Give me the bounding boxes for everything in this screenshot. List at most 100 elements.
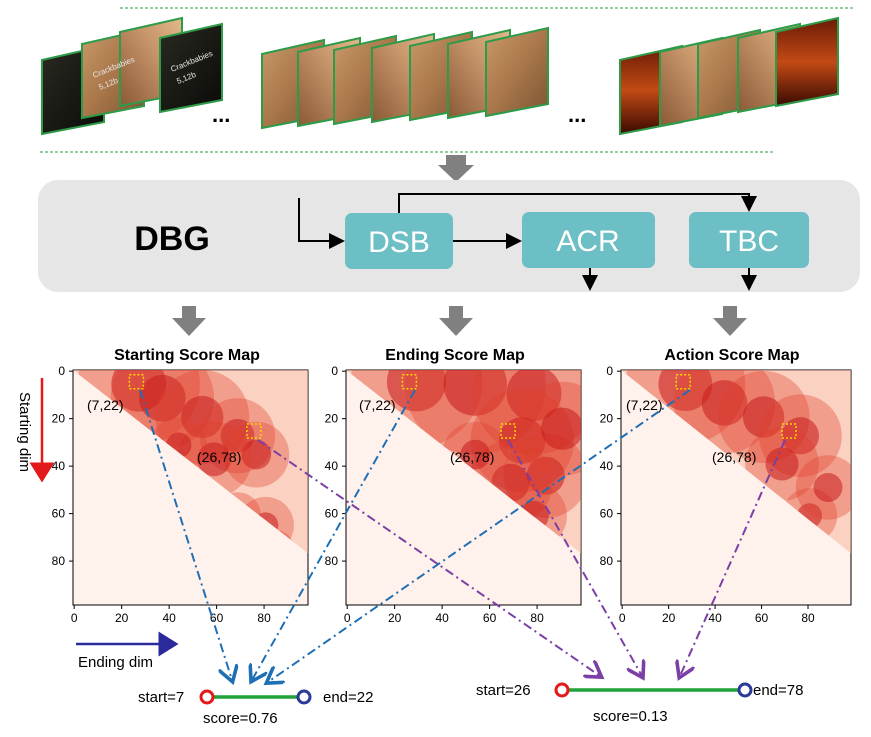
map1-point-b-label: (26,78) [197,449,241,465]
x-tick-label: 60 [755,611,769,625]
heat-core [765,447,799,481]
frames-group-intro [41,16,223,136]
x-tick-label: 80 [530,611,544,625]
x-tick-label: 20 [662,611,676,625]
dashdot-connector [507,439,642,676]
x-tick-label: 20 [388,611,402,625]
frames-ellipsis-1: ... [212,102,230,127]
result-2-start-label: start=26 [476,682,531,699]
block-acr-label: ACR [556,225,619,258]
block-dsb [345,213,453,269]
x-tick-label: 60 [483,611,497,625]
map3-point-b-label: (26,78) [712,449,756,465]
x-tick-label: 40 [162,611,176,625]
y-tick-label: 60 [325,507,339,521]
y-tick-label: 60 [52,507,66,521]
highlight-point-b [781,423,797,439]
score-map-starting: 0 0 20 20 40 40 60 60 80 80 [52,364,309,625]
result-1-start-label: start=7 [138,689,184,706]
input-arrow [298,198,345,249]
frames-ellipsis-2: ... [568,102,586,127]
dashdot-connector [139,389,232,680]
x-tick-label: 40 [435,611,449,625]
result-1-start-marker [199,689,215,705]
result-1-end-label: end=22 [323,689,373,706]
result-1: start=7 end=22 score=0.76 [138,689,373,727]
heat-core [197,442,231,477]
y-tick-label: 40 [325,459,339,473]
map-title-starting: Starting Score Map [114,347,260,364]
down-arrow-into-module [438,155,474,182]
dsb-to-tbc-arrow [398,193,757,213]
highlight-point-a [675,373,691,390]
video-frame [485,26,549,118]
x-tick-label: 80 [801,611,815,625]
frames-group-climbing [261,26,549,130]
result-2-end-marker [737,682,753,698]
heat-core [241,439,272,470]
heat-core [526,456,565,495]
y-tick-label: 40 [600,459,614,473]
result-1-score-label: score=0.76 [203,710,278,727]
y-tick-label: 0 [58,364,65,378]
ending-dim-label: Ending dim [78,654,153,671]
heat-core [658,370,713,412]
connector-lines [139,389,786,682]
starting-dim-label: Starting dim [16,392,33,472]
heat-core [181,395,224,439]
map3-point-a-label: (7,22) [626,397,663,413]
highlight-point-a [128,373,145,390]
heat-core [506,370,562,421]
y-tick-label: 20 [600,412,614,426]
dashdot-connector [252,389,416,680]
map-title-action: Action Score Map [664,347,799,364]
result-2-end-label: end=78 [753,682,803,699]
dashdot-connector [257,439,600,676]
heat-core [139,374,186,422]
x-tick-label: 80 [257,611,271,625]
map-title-ending: Ending Score Map [385,347,525,364]
module-name: DBG [134,220,210,258]
score-map-ending: 0 0 20 20 40 40 60 60 80 80 [325,364,582,625]
y-tick-label: 20 [325,412,339,426]
down-arrow-starting-map [172,306,206,336]
x-tick-label: 20 [115,611,129,625]
y-tick-label: 20 [52,412,66,426]
block-tbc [689,212,809,268]
heat-core [443,370,507,416]
heat-core [742,396,785,438]
heat-core [541,407,581,450]
y-tick-label: 0 [331,364,338,378]
y-tick-label: 80 [325,554,339,568]
video-frame [159,22,223,114]
x-tick-label: 0 [619,611,626,625]
heat-core [498,417,546,464]
x-tick-label: 40 [708,611,722,625]
block-acr [522,212,655,268]
x-tick-label: 60 [210,611,224,625]
y-tick-label: 40 [52,459,66,473]
y-tick-label: 60 [600,507,614,521]
frames-group-outro [619,16,839,136]
video-frame [775,16,839,108]
highlight-point-b [246,423,262,439]
result-1-end-marker [296,689,312,705]
heat-core [701,380,748,426]
x-tick-label: 0 [71,611,78,625]
video-frames-strip: ... ... Crackbabies 5,12b Crackbabies 5,… [40,7,855,153]
heat-core [781,417,820,455]
result-2-score-label: score=0.13 [593,708,668,725]
heat-core [460,439,491,470]
y-tick-label: 0 [606,364,613,378]
heat-core [813,473,843,502]
result-2: start=26 end=78 score=0.13 [476,682,803,725]
x-tick-label: 0 [344,611,351,625]
score-maps: 0 0 20 20 40 40 60 60 80 80 0 0 20 20 40 40 60 60 80 80 0 0 20… [52,364,852,625]
highlight-point-b [500,423,516,439]
dashdot-connector [680,439,786,676]
score-map-action: 0 0 20 20 40 40 60 60 80 80 [600,364,852,625]
dbg-module: DBG DSB ACR TBC [38,180,860,292]
result-2-start-marker [554,682,570,698]
map1-point-a-label: (7,22) [87,397,124,413]
